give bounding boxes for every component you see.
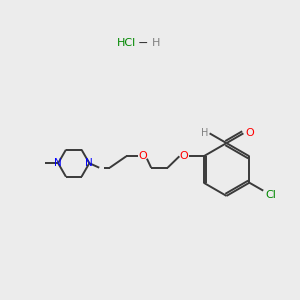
Text: O: O	[138, 151, 147, 161]
Text: O: O	[246, 128, 254, 138]
Text: N: N	[54, 158, 62, 168]
Text: −: −	[137, 37, 148, 50]
Text: N: N	[85, 158, 93, 168]
Text: HCl: HCl	[116, 38, 136, 49]
Text: Cl: Cl	[265, 190, 276, 200]
Text: H: H	[201, 128, 209, 138]
Text: H: H	[152, 38, 160, 49]
Text: O: O	[180, 151, 188, 161]
